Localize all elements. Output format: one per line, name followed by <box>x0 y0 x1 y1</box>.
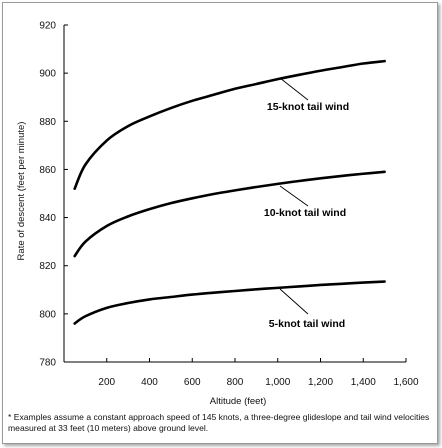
x-axis-title: Altitude (feet) <box>210 396 267 407</box>
series-label-15-knot: 15-knot tail wind <box>267 101 349 113</box>
series-label-10-knot: 10-knot tail wind <box>264 207 346 219</box>
y-tick-label: 800 <box>39 309 56 320</box>
x-tick-label: 200 <box>98 377 115 388</box>
x-tick-label: 800 <box>227 377 244 388</box>
series-line-15-knot <box>73 59 386 190</box>
y-tick-label: 840 <box>39 213 56 224</box>
y-tick-label: 920 <box>39 21 56 32</box>
y-tick-label: 860 <box>39 165 56 176</box>
x-tick-label: 1,600 <box>393 377 418 388</box>
y-tick-label: 900 <box>39 69 56 80</box>
y-axis-title: Rate of descent (feet per minute) <box>16 122 27 261</box>
series-line-5-knot <box>73 280 386 325</box>
x-tick-label: 1,200 <box>308 377 333 388</box>
x-tick-label: 600 <box>184 377 201 388</box>
x-tick-label: 1,000 <box>265 377 290 388</box>
leader-line <box>279 185 309 207</box>
chart-frame <box>2 2 438 444</box>
series-label-5-knot: 5-knot tail wind <box>269 318 345 330</box>
chart-footnote: * Examples assume a constant approach sp… <box>8 412 430 433</box>
leader-line <box>279 288 309 315</box>
y-tick-label: 880 <box>39 117 56 128</box>
x-tick-label: 1,400 <box>351 377 376 388</box>
y-tick-label: 780 <box>39 358 56 369</box>
series-line-10-knot <box>73 170 386 258</box>
y-tick-label: 820 <box>39 261 56 272</box>
leader-line <box>279 77 309 101</box>
x-tick-label: 400 <box>141 377 158 388</box>
descent-rate-chart: Rate of descent (feet per minute) Altitu… <box>16 21 419 408</box>
